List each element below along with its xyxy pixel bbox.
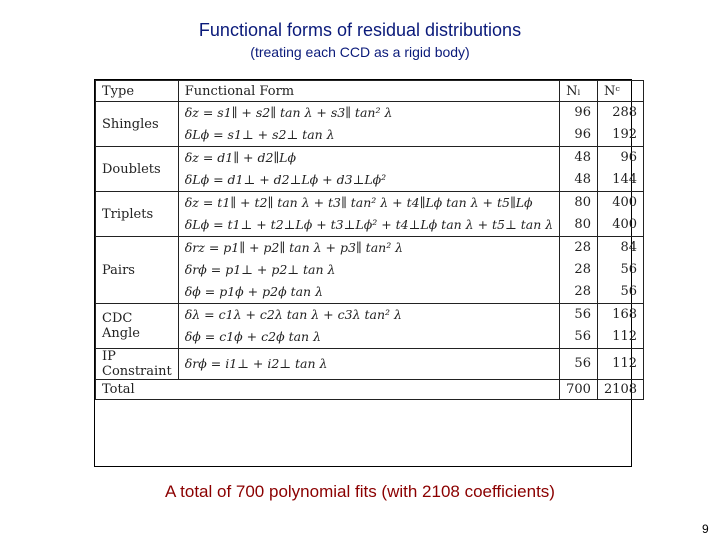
nc-value: 400 (612, 217, 638, 232)
nc-value: 112 (612, 356, 638, 371)
formula: δz = d1∥ + d2∥Lϕ (184, 150, 296, 165)
nl-value: 56 (574, 329, 591, 344)
total-nl: 700 (559, 379, 598, 400)
formula: δz = s1∥ + s2∥ tan λ + s3∥ tan² λ (184, 105, 393, 120)
header-nl: Nₗ (559, 80, 598, 102)
table-row: CDC Angle δλ = c1λ + c2λ tan λ + c3λ tan… (95, 303, 645, 349)
nl-value: 56 (574, 307, 591, 322)
nc-value: 168 (612, 307, 638, 322)
nl-value: 28 (574, 262, 591, 277)
formula: δLϕ = s1⊥ + s2⊥ tan λ (184, 127, 335, 142)
functional-forms-table: Type Functional Form Nₗ Nᶜ Shingles δz =… (94, 80, 645, 400)
nc-value: 288 (612, 105, 638, 120)
row-nl: 48 48 (559, 146, 598, 192)
table-header-row: Type Functional Form Nₗ Nᶜ (95, 80, 645, 102)
slide-subtitle: (treating each CCD as a rigid body) (250, 44, 470, 60)
row-forms: δrϕ = i1⊥ + i2⊥ tan λ (177, 348, 561, 380)
total-label: Total (94, 379, 561, 400)
nl-value: 96 (574, 105, 591, 120)
row-type: Doublets (95, 146, 179, 192)
table-row: Pairs δrz = p1∥ + p2∥ tan λ + p3∥ tan² λ… (95, 236, 645, 304)
nl-value: 48 (574, 172, 591, 187)
table-row: Shingles δz = s1∥ + s2∥ tan λ + s3∥ tan²… (95, 101, 645, 147)
formula: δrz = p1∥ + p2∥ tan λ + p3∥ tan² λ (184, 240, 404, 255)
nl-value: 28 (574, 284, 591, 299)
nl-value: 96 (574, 127, 591, 142)
header-nc: Nᶜ (596, 80, 645, 102)
row-nc: 96 144 (596, 146, 645, 192)
row-forms: δz = s1∥ + s2∥ tan λ + s3∥ tan² λ δLϕ = … (177, 101, 561, 147)
row-nl: 96 96 (559, 101, 598, 147)
table-row: Doublets δz = d1∥ + d2∥Lϕ δLϕ = d1⊥ + d2… (95, 146, 645, 192)
row-nc: 168 112 (596, 303, 645, 349)
row-nc: 112 (596, 348, 645, 380)
nc-value: 84 (620, 240, 638, 255)
nl-value: 80 (574, 217, 591, 232)
nl-value: 56 (574, 356, 591, 371)
header-type: Type (95, 80, 179, 102)
formula: δLϕ = t1⊥ + t2⊥Lϕ + t3⊥Lϕ² + t4⊥Lϕ tan λ… (184, 217, 554, 232)
row-nl: 56 56 (559, 303, 598, 349)
formula: δz = t1∥ + t2∥ tan λ + t3∥ tan² λ + t4∥L… (184, 195, 533, 210)
row-type: CDC Angle (95, 303, 179, 349)
nc-value: 96 (620, 150, 638, 165)
nc-value: 112 (612, 329, 638, 344)
nl-value: 48 (574, 150, 591, 165)
row-type: Pairs (95, 236, 179, 304)
formula: δϕ = p1ϕ + p2ϕ tan λ (184, 284, 323, 299)
total-row: Total 700 2108 (94, 379, 645, 400)
table-row: Triplets δz = t1∥ + t2∥ tan λ + t3∥ tan²… (95, 191, 645, 237)
row-type: Triplets (95, 191, 179, 237)
slide-title: Functional forms of residual distributio… (198, 20, 522, 40)
row-forms: δz = t1∥ + t2∥ tan λ + t3∥ tan² λ + t4∥L… (177, 191, 561, 237)
nc-value: 400 (612, 195, 638, 210)
row-nl: 28 28 28 (559, 236, 598, 304)
nl-value: 80 (574, 195, 591, 210)
nc-value: 56 (620, 284, 638, 299)
nc-value: 144 (612, 172, 638, 187)
formula: δλ = c1λ + c2λ tan λ + c3λ tan² λ (184, 307, 402, 322)
formula: δLϕ = d1⊥ + d2⊥Lϕ + d3⊥Lϕ² (184, 172, 387, 187)
nl-value: 28 (574, 240, 591, 255)
formula: δϕ = c1ϕ + c2ϕ tan λ (184, 329, 321, 344)
total-nc: 2108 (596, 379, 645, 400)
row-forms: δrz = p1∥ + p2∥ tan λ + p3∥ tan² λ δrϕ =… (177, 236, 561, 304)
header-functional-form: Functional Form (177, 80, 561, 102)
row-nl: 80 80 (559, 191, 598, 237)
nc-value: 192 (612, 127, 638, 142)
nc-value: 56 (620, 262, 638, 277)
row-nc: 84 56 56 (596, 236, 645, 304)
formula: δrϕ = i1⊥ + i2⊥ tan λ (184, 356, 328, 371)
page-number: 9 (702, 522, 709, 536)
row-type: IP Constraint (95, 348, 179, 380)
row-nl: 56 (559, 348, 598, 380)
row-nc: 288 192 (596, 101, 645, 147)
row-forms: δz = d1∥ + d2∥Lϕ δLϕ = d1⊥ + d2⊥Lϕ + d3⊥… (177, 146, 561, 192)
row-nc: 400 400 (596, 191, 645, 237)
table-frame: Type Functional Form Nₗ Nᶜ Shingles δz =… (94, 79, 645, 467)
formula: δrϕ = p1⊥ + p2⊥ tan λ (184, 262, 336, 277)
row-forms: δλ = c1λ + c2λ tan λ + c3λ tan² λ δϕ = c… (177, 303, 561, 349)
summary-footer: A total of 700 polynomial fits (with 210… (165, 482, 555, 501)
table-row: IP Constraint δrϕ = i1⊥ + i2⊥ tan λ 56 1… (95, 348, 645, 380)
row-type: Shingles (95, 101, 179, 147)
